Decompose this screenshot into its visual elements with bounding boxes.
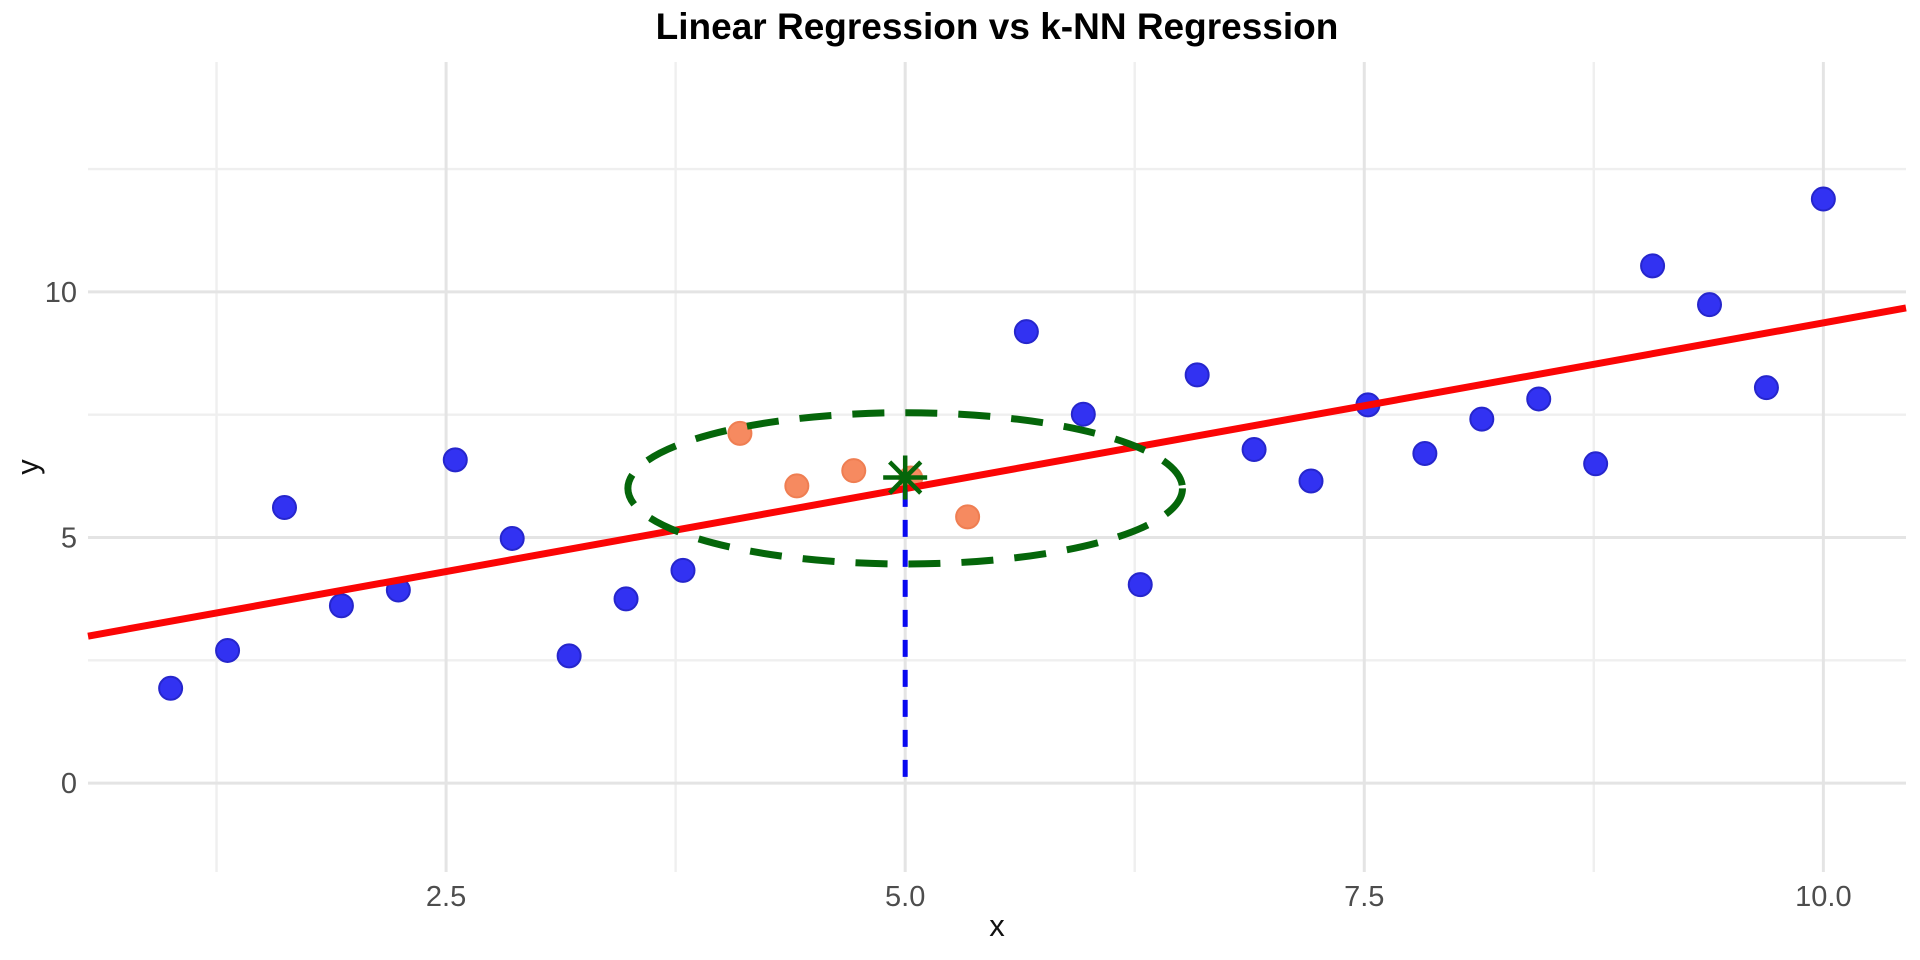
- data-point: [1127, 572, 1153, 598]
- x-tick-label: 2.5: [426, 881, 466, 913]
- data-point: [556, 643, 582, 669]
- knn-neighborhood-ellipse: [624, 409, 1186, 568]
- data-point: [1810, 186, 1836, 212]
- x-tick-label: 10.0: [1795, 881, 1851, 913]
- data-point: [1070, 401, 1096, 427]
- neighbor-point: [727, 420, 753, 446]
- data-point: [215, 637, 241, 663]
- data-point: [1697, 292, 1723, 318]
- y-tick-label: 10: [45, 277, 77, 309]
- data-point: [1583, 451, 1609, 477]
- data-point: [1241, 437, 1267, 463]
- x-tick-label: 7.5: [1344, 881, 1384, 913]
- data-point: [271, 495, 297, 521]
- y-tick-label: 0: [61, 768, 77, 800]
- regression-line: [87, 304, 1907, 640]
- data-point: [1640, 253, 1666, 279]
- neighbor-point: [841, 458, 867, 484]
- data-point: [1298, 468, 1324, 494]
- x-tick-label: 5.0: [885, 881, 925, 913]
- data-point: [328, 593, 354, 619]
- chart-title: Linear Regression vs k-NN Regression: [655, 6, 1339, 47]
- y-tick-label: 5: [61, 523, 77, 555]
- data-point: [1412, 440, 1438, 466]
- neighbor-point: [955, 504, 981, 530]
- neighbor-point: [784, 473, 810, 499]
- data-point: [158, 675, 184, 701]
- data-point: [1184, 362, 1210, 388]
- data-point: [1013, 319, 1039, 345]
- y-axis-title: y: [10, 459, 45, 475]
- data-point: [1526, 386, 1552, 412]
- knn-prediction-asterisk-ray: [888, 460, 923, 495]
- data-point: [1469, 406, 1495, 432]
- data-point: [1753, 375, 1779, 401]
- data-point: [670, 557, 696, 583]
- x-axis-title: x: [989, 908, 1005, 943]
- data-point: [499, 525, 525, 551]
- data-point: [613, 586, 639, 612]
- data-point: [442, 447, 468, 473]
